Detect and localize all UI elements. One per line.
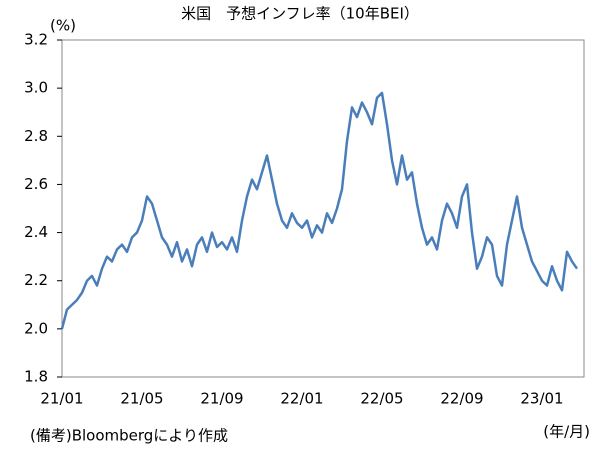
source: (備考)Bloombergにより作成 (30, 427, 228, 445)
x-tick-label: 21/09 (200, 390, 243, 408)
x-tick-label: 22/05 (360, 390, 403, 408)
x-tick-label: 23/01 (520, 390, 563, 408)
y-tick-label: 3.2 (24, 31, 48, 49)
chart-title: 米国 予想インフレ率（10年BEI） (181, 5, 419, 23)
data-line (60, 91, 579, 330)
y-tick-label: 2.2 (24, 271, 48, 289)
y-tick-label: 2.4 (24, 223, 48, 241)
y-tick-label: 2.0 (24, 319, 48, 337)
y-unit: (%) (50, 17, 76, 35)
y-tick-label: 3.0 (24, 79, 48, 97)
x-tick-label: 22/09 (440, 390, 483, 408)
y-tick-label: 1.8 (24, 368, 48, 386)
plot-frame (61, 39, 585, 378)
x-tick-label: 21/01 (40, 390, 83, 408)
x-tick-label: 22/01 (280, 390, 323, 408)
y-tick-label: 2.8 (24, 127, 48, 145)
x-tick-label: 21/05 (120, 390, 163, 408)
x-unit: (年/月) (543, 423, 590, 441)
y-tick-label: 2.6 (24, 175, 48, 193)
